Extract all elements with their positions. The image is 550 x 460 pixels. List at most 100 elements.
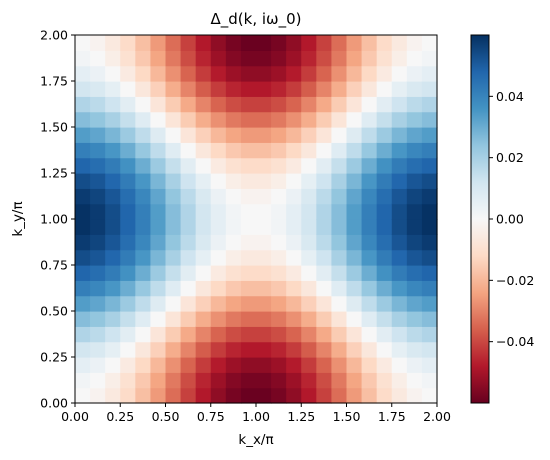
heatmap-cell xyxy=(165,81,182,97)
y-tick-label: 1.75 xyxy=(40,74,68,89)
heatmap-cell xyxy=(225,127,242,143)
y-tick-label: 2.00 xyxy=(40,28,68,43)
heatmap-cell xyxy=(90,173,106,189)
heatmap-cell xyxy=(376,35,393,51)
heatmap-cell xyxy=(150,341,167,358)
heatmap-cell xyxy=(256,173,272,189)
heatmap-cell xyxy=(225,203,242,220)
heatmap-cell xyxy=(286,387,302,404)
heatmap-cell xyxy=(421,142,438,159)
heatmap-cell xyxy=(406,50,423,67)
heatmap-cell xyxy=(210,111,227,128)
heatmap-cell xyxy=(316,50,333,67)
y-tick-label: 0.25 xyxy=(40,350,68,365)
heatmap-cell xyxy=(120,173,136,189)
heatmap-cell xyxy=(90,142,106,159)
heatmap-cell xyxy=(346,311,363,327)
heatmap-cell xyxy=(120,157,136,174)
heatmap-cell xyxy=(165,35,182,51)
heatmap-cell xyxy=(225,35,242,51)
heatmap-cell xyxy=(331,326,348,343)
heatmap-cell xyxy=(165,387,182,404)
heatmap-cell xyxy=(316,311,333,327)
heatmap-cell xyxy=(120,372,136,389)
heatmap-cell xyxy=(376,249,393,266)
heatmap-cell xyxy=(150,157,167,174)
heatmap-cell xyxy=(105,280,121,297)
heatmap-cell xyxy=(346,341,363,358)
heatmap-cell xyxy=(210,219,227,235)
heatmap-cell xyxy=(256,81,272,97)
heatmap-cell xyxy=(316,265,333,281)
colorbar-tick-label: 0.02 xyxy=(496,150,524,165)
heatmap-cell xyxy=(75,142,91,159)
heatmap-cell xyxy=(286,111,302,128)
colorbar xyxy=(471,35,489,403)
heatmap-cell xyxy=(75,326,91,343)
heatmap-cell xyxy=(120,65,136,82)
heatmap-cell xyxy=(135,280,152,297)
heatmap-cell xyxy=(225,265,242,281)
heatmap-cell xyxy=(150,35,167,51)
heatmap-cell xyxy=(240,127,257,143)
heatmap-cell xyxy=(316,219,333,235)
heatmap-cell xyxy=(406,173,423,189)
heatmap-cell xyxy=(210,142,227,159)
heatmap-cell xyxy=(180,372,197,389)
heatmap-cell xyxy=(150,249,167,266)
heatmap-cell xyxy=(421,265,438,281)
heatmap-cell xyxy=(376,50,393,67)
heatmap-cell xyxy=(120,111,136,128)
heatmap-cell xyxy=(150,234,167,251)
heatmap-cell xyxy=(225,249,242,266)
heatmap-cell xyxy=(90,111,106,128)
heatmap-cell xyxy=(346,326,363,343)
heatmap-cell xyxy=(225,311,242,327)
heatmap-cell xyxy=(286,219,302,235)
heatmap-cell xyxy=(105,127,121,143)
heatmap-cell xyxy=(195,219,212,235)
heatmap-cell xyxy=(150,326,167,343)
heatmap-cell xyxy=(240,65,257,82)
heatmap-cell xyxy=(361,249,378,266)
heatmap-cell xyxy=(301,326,317,343)
heatmap-cell xyxy=(90,96,106,113)
heatmap-cell xyxy=(75,280,91,297)
heatmap-cell xyxy=(406,96,423,113)
heatmap-cell xyxy=(75,127,91,143)
heatmap-cell xyxy=(301,35,317,51)
heatmap-cell xyxy=(150,188,167,205)
heatmap-cell xyxy=(135,81,152,97)
heatmap-cell xyxy=(180,326,197,343)
heatmap-cell xyxy=(421,341,438,358)
heatmap-cell xyxy=(421,249,438,266)
heatmap-cell xyxy=(421,295,438,312)
heatmap-cell xyxy=(75,188,91,205)
heatmap-cell xyxy=(240,357,257,373)
heatmap-cell xyxy=(316,35,333,51)
heatmap-cell xyxy=(271,65,287,82)
heatmap-cell xyxy=(391,219,408,235)
heatmap-cell xyxy=(165,173,182,189)
heatmap-cell xyxy=(361,311,378,327)
heatmap-cell xyxy=(406,111,423,128)
heatmap-cell xyxy=(165,157,182,174)
heatmap-cell xyxy=(286,50,302,67)
y-tick-label: 0.50 xyxy=(40,304,68,319)
heatmap-cell xyxy=(331,81,348,97)
colorbar-axis: 0.04 0.02 0.00 −0.02 −0.04 xyxy=(489,89,534,349)
heatmap-cell xyxy=(286,234,302,251)
heatmap-cell xyxy=(135,387,152,404)
heatmap-cell xyxy=(180,234,197,251)
heatmap-cell xyxy=(346,96,363,113)
heatmap-cell xyxy=(391,265,408,281)
heatmap-cell xyxy=(346,188,363,205)
colorbar-tick-label: −0.02 xyxy=(496,273,534,288)
heatmap-cell xyxy=(346,81,363,97)
heatmap-cell xyxy=(256,65,272,82)
heatmap-cell xyxy=(75,357,91,373)
heatmap-cell xyxy=(376,96,393,113)
heatmap-cell xyxy=(135,203,152,220)
heatmap-cell xyxy=(225,142,242,159)
heatmap-cell xyxy=(75,311,91,327)
